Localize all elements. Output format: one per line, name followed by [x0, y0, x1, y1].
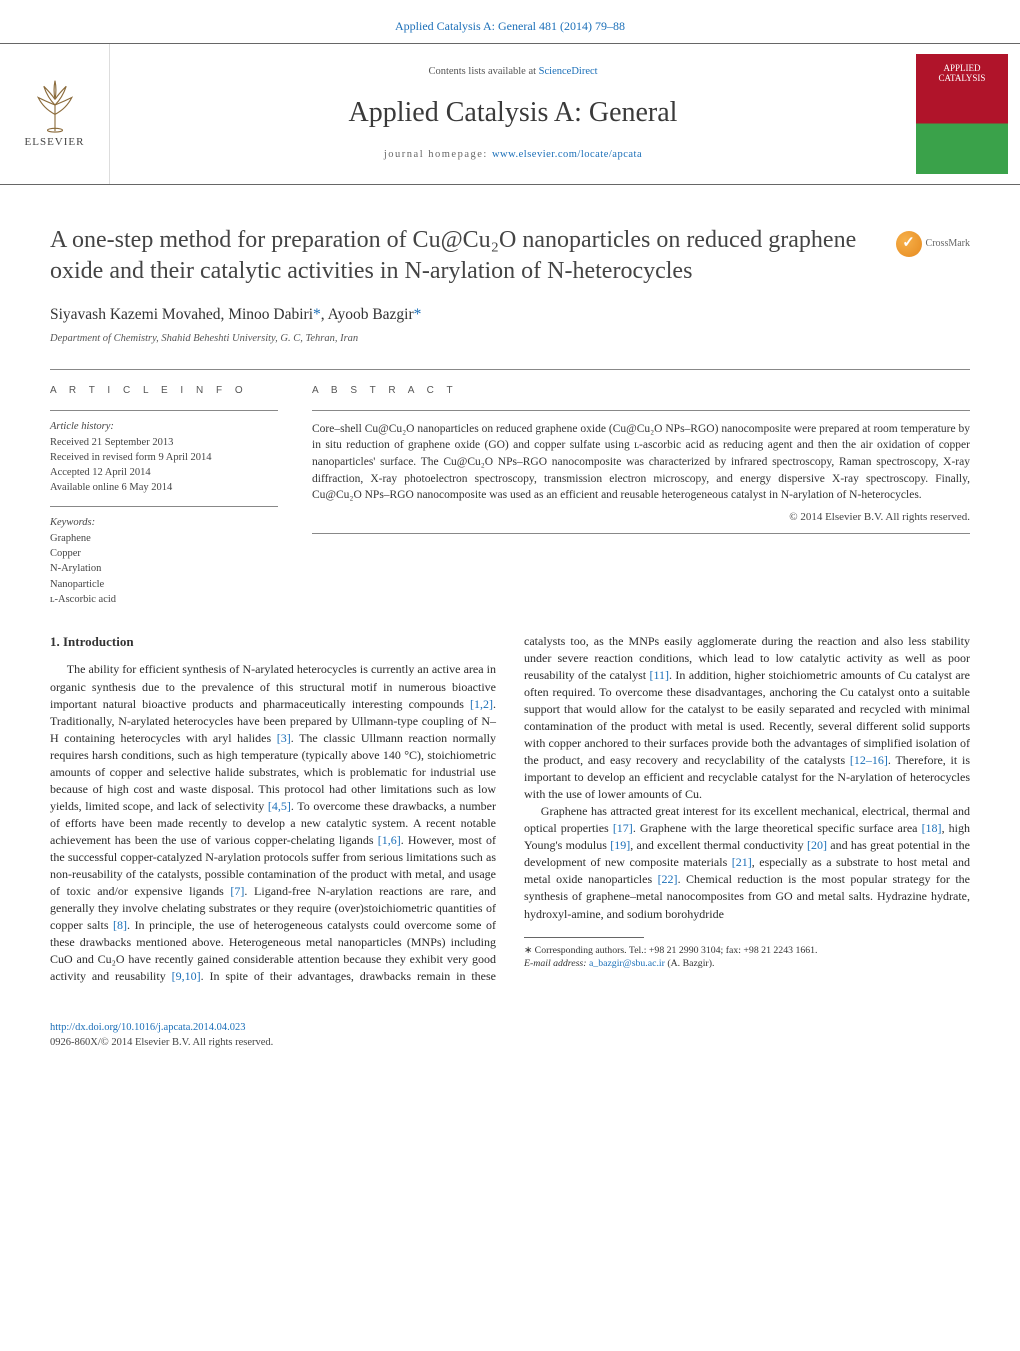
abstract-copyright: © 2014 Elsevier B.V. All rights reserved…: [312, 510, 970, 525]
info-abstract-row: A R T I C L E I N F O Article history: R…: [50, 384, 970, 607]
ref-link[interactable]: [9,10]: [172, 969, 201, 983]
homepage-link[interactable]: www.elsevier.com/locate/apcata: [492, 149, 642, 160]
keywords-block: Keywords: Graphene Copper N-Arylation Na…: [50, 515, 278, 607]
article-history: Article history: Received 21 September 2…: [50, 419, 278, 496]
abs-rule-top: [312, 410, 970, 411]
body-text: The ability for efficient synthesis of N…: [50, 662, 496, 710]
body-columns: 1. Introduction The ability for efficien…: [50, 633, 970, 985]
page-footer: http://dx.doi.org/10.1016/j.apcata.2014.…: [0, 1015, 1020, 1072]
ref-link[interactable]: [1,2]: [470, 697, 493, 711]
abs-rule-bottom: [312, 533, 970, 534]
keyword: Graphene: [50, 531, 278, 546]
author-sep: ,: [321, 306, 328, 323]
journal-title: Applied Catalysis A: General: [110, 93, 916, 132]
affiliation: Department of Chemistry, Shahid Beheshti…: [50, 332, 970, 347]
ref-link[interactable]: [3]: [277, 731, 291, 745]
keywords-heading: Keywords:: [50, 515, 278, 530]
journal-cover-thumbnail: APPLIED CATALYSIS: [916, 54, 1008, 174]
contents-line: Contents lists available at ScienceDirec…: [110, 65, 916, 80]
article-info-column: A R T I C L E I N F O Article history: R…: [50, 384, 278, 607]
header-center: Contents lists available at ScienceDirec…: [110, 65, 916, 164]
ref-link[interactable]: [21]: [732, 855, 752, 869]
info-rule-1: [50, 410, 278, 411]
email-line: E-mail address: a_bazgir@sbu.ac.ir (A. B…: [524, 957, 970, 970]
history-received: Received 21 September 2013: [50, 435, 278, 450]
homepage-prefix: journal homepage:: [384, 149, 492, 160]
ref-link[interactable]: [8]: [113, 918, 127, 932]
body-paragraph: Graphene has attracted great interest fo…: [524, 803, 970, 922]
crossmark-icon: ✓: [896, 231, 922, 257]
ref-link[interactable]: [4,5]: [268, 799, 291, 813]
ref-link[interactable]: [18]: [922, 821, 942, 835]
author-names-1: Siyavash Kazemi Movahed, Minoo Dabiri: [50, 306, 313, 323]
contents-prefix: Contents lists available at: [428, 66, 538, 77]
corr-marker-2[interactable]: *: [414, 306, 422, 323]
homepage-line: journal homepage: www.elsevier.com/locat…: [110, 148, 916, 163]
divider-top: [50, 369, 970, 370]
ref-link[interactable]: [22]: [658, 872, 678, 886]
article-title: A one-step method for preparation of Cu@…: [50, 225, 876, 286]
journal-reference: Applied Catalysis A: General 481 (2014) …: [0, 0, 1020, 43]
abstract-text: Core–shell Cu@Cu₂O nanoparticles on redu…: [312, 421, 970, 504]
title-row: A one-step method for preparation of Cu@…: [50, 225, 970, 286]
doi-link[interactable]: http://dx.doi.org/10.1016/j.apcata.2014.…: [50, 1022, 246, 1033]
keyword: Copper: [50, 546, 278, 561]
publisher-logo: ELSEVIER: [0, 44, 110, 184]
email-label: E-mail address:: [524, 958, 589, 969]
cover-text-2: CATALYSIS: [939, 74, 986, 84]
sciencedirect-link[interactable]: ScienceDirect: [539, 66, 598, 77]
history-revised: Received in revised form 9 April 2014: [50, 450, 278, 465]
info-rule-2: [50, 506, 278, 507]
article-info-label: A R T I C L E I N F O: [50, 384, 278, 398]
crossmark-label: CrossMark: [926, 237, 970, 251]
ref-link[interactable]: [20]: [807, 838, 827, 852]
ref-link[interactable]: [11]: [649, 668, 669, 682]
body-text: . Graphene with the large theoretical sp…: [633, 821, 922, 835]
history-accepted: Accepted 12 April 2014: [50, 465, 278, 480]
ref-link[interactable]: [12–16]: [850, 753, 888, 767]
keyword: Nanoparticle: [50, 577, 278, 592]
footnote-separator: [524, 937, 644, 938]
ref-link[interactable]: [17]: [613, 821, 633, 835]
body-text: , and excellent thermal conductivity: [630, 838, 807, 852]
history-online: Available online 6 May 2014: [50, 480, 278, 495]
ref-link[interactable]: [7]: [230, 884, 244, 898]
keyword: N-Arylation: [50, 561, 278, 576]
corr-author-line: ∗ Corresponding authors. Tel.: +98 21 29…: [524, 944, 970, 957]
crossmark-badge[interactable]: ✓ CrossMark: [896, 231, 970, 257]
abstract-column: A B S T R A C T Core–shell Cu@Cu₂O nanop…: [312, 384, 970, 607]
elsevier-tree-icon: [27, 77, 83, 133]
keyword: ʟ-Ascorbic acid: [50, 592, 278, 607]
article-area: A one-step method for preparation of Cu@…: [0, 185, 1020, 1015]
journal-ref-link[interactable]: Applied Catalysis A: General 481 (2014) …: [395, 19, 625, 33]
ref-link[interactable]: [19]: [610, 838, 630, 852]
author-list: Siyavash Kazemi Movahed, Minoo Dabiri*, …: [50, 304, 970, 326]
footer-copyright: 0926-860X/© 2014 Elsevier B.V. All right…: [50, 1037, 273, 1048]
email-link[interactable]: a_bazgir@sbu.ac.ir: [589, 958, 665, 969]
intro-heading: 1. Introduction: [50, 633, 496, 651]
history-heading: Article history:: [50, 419, 278, 434]
header-band: ELSEVIER Contents lists available at Sci…: [0, 43, 1020, 185]
body-text: .: [127, 918, 135, 932]
abstract-label: A B S T R A C T: [312, 384, 970, 398]
corresponding-footnote: ∗ Corresponding authors. Tel.: +98 21 29…: [524, 944, 970, 970]
ref-link[interactable]: [1,6]: [378, 833, 401, 847]
corr-marker-1[interactable]: *: [313, 306, 321, 323]
author-last: Ayoob Bazgir: [328, 306, 414, 323]
publisher-name: ELSEVIER: [25, 135, 85, 150]
email-who: (A. Bazgir).: [665, 958, 715, 969]
